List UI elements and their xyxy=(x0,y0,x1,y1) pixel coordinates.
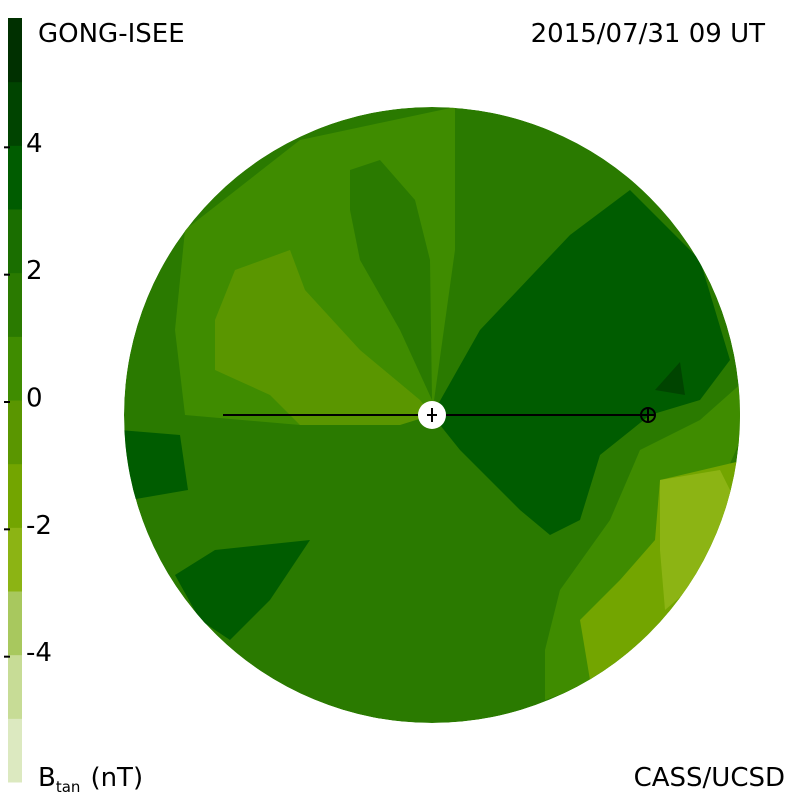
sun-marker xyxy=(427,408,437,422)
color-band xyxy=(8,654,22,719)
map-region xyxy=(660,470,735,610)
color-band xyxy=(8,145,22,210)
color-band xyxy=(8,272,22,337)
tick-label: 4 xyxy=(26,129,43,159)
color-band xyxy=(8,591,22,656)
label-main: B xyxy=(38,763,56,793)
map-region xyxy=(175,540,310,640)
title: GONG-ISEE xyxy=(38,19,185,49)
color-band xyxy=(8,527,22,592)
color-band xyxy=(8,81,22,146)
label-subscript: tan xyxy=(56,778,81,796)
tick-label: -2 xyxy=(26,511,52,541)
tick-label: 0 xyxy=(26,384,43,414)
map-region xyxy=(350,160,432,400)
label-unit: (nT) xyxy=(90,763,143,793)
color-band xyxy=(8,463,22,528)
tick-label: -4 xyxy=(26,638,52,668)
color-band xyxy=(8,209,22,274)
credit: CASS/UCSD xyxy=(634,763,785,793)
colorbar-label: Btan (nT) xyxy=(38,763,143,796)
map-region xyxy=(124,430,188,500)
color-band xyxy=(8,18,22,83)
map-region xyxy=(432,190,730,535)
color-band xyxy=(8,336,22,401)
colorbar: 4 2 0 -2 -4 xyxy=(4,18,52,783)
map-region xyxy=(215,250,432,425)
timestamp: 2015/07/31 09 UT xyxy=(531,19,765,49)
map-region xyxy=(655,362,685,395)
color-band xyxy=(8,400,22,465)
tick-label: 2 xyxy=(26,256,43,286)
field-map xyxy=(124,107,740,723)
color-band xyxy=(8,718,22,783)
earth-cross xyxy=(641,408,655,422)
